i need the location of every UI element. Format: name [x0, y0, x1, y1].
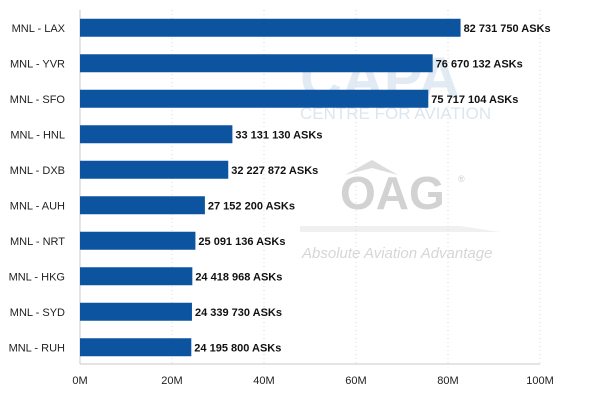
oag-registered-mark: ®: [458, 174, 465, 184]
x-tick-label: 20M: [161, 375, 182, 387]
bar: [80, 196, 205, 215]
bar: [80, 338, 192, 357]
category-label: MNL - LAX: [12, 23, 66, 35]
category-label: MNL - SFO: [10, 94, 66, 106]
x-tick-label: 40M: [253, 375, 274, 387]
data-label: 24 339 730 ASKs: [195, 307, 282, 319]
data-label: 32 227 872 ASKs: [231, 165, 318, 177]
bar: [80, 54, 433, 73]
bars: [80, 18, 461, 357]
data-label: 24 195 800 ASKs: [194, 342, 281, 354]
bar: [80, 125, 233, 144]
oag-swoosh-icon: [300, 226, 500, 232]
bar: [80, 89, 429, 108]
oag-wing-icon: [345, 160, 398, 175]
category-label: MNL - DXB: [10, 165, 65, 177]
x-axis-ticks: 0M 20M 40M 60M 80M 100M: [72, 375, 553, 387]
bar: [80, 267, 193, 286]
category-label: MNL - YVR: [10, 58, 65, 70]
category-label: MNL - HKG: [9, 271, 65, 283]
bar: [80, 160, 229, 179]
data-label: 75 717 104 ASKs: [431, 94, 518, 106]
capa-watermark-text: CENTRE FOR AVIATION: [300, 104, 491, 123]
category-label: MNL - NRT: [10, 236, 65, 248]
x-tick-label: 80M: [437, 375, 458, 387]
category-label: MNL - HNL: [10, 129, 65, 141]
data-label: 33 131 130 ASKs: [235, 129, 322, 141]
oag-watermark-logo: OAG: [340, 167, 445, 219]
data-label: 24 418 968 ASKs: [195, 271, 282, 283]
x-tick-label: 60M: [345, 375, 366, 387]
category-label: MNL - AUH: [10, 200, 65, 212]
bar: [80, 18, 461, 37]
bar: [80, 302, 192, 321]
data-label: 76 670 132 ASKs: [436, 58, 523, 70]
watermark-layer: CAPA CENTRE FOR AVIATION OAG ® Absolute …: [300, 46, 500, 262]
labels: MNL - LAX 82 731 750 ASKs MNL - YVR 76 670 …: [9, 23, 551, 355]
data-label: 25 091 136 ASKs: [198, 236, 285, 248]
oag-watermark-tagline: Absolute Aviation Advantage: [301, 245, 492, 262]
category-label: MNL - RUH: [9, 342, 65, 354]
data-label: 82 731 750 ASKs: [464, 23, 551, 35]
x-tick-label: 100M: [526, 375, 554, 387]
data-label: 27 152 200 ASKs: [208, 200, 295, 212]
x-tick-label: 0M: [72, 375, 87, 387]
bar: [80, 231, 196, 250]
category-label: MNL - SYD: [10, 307, 65, 319]
